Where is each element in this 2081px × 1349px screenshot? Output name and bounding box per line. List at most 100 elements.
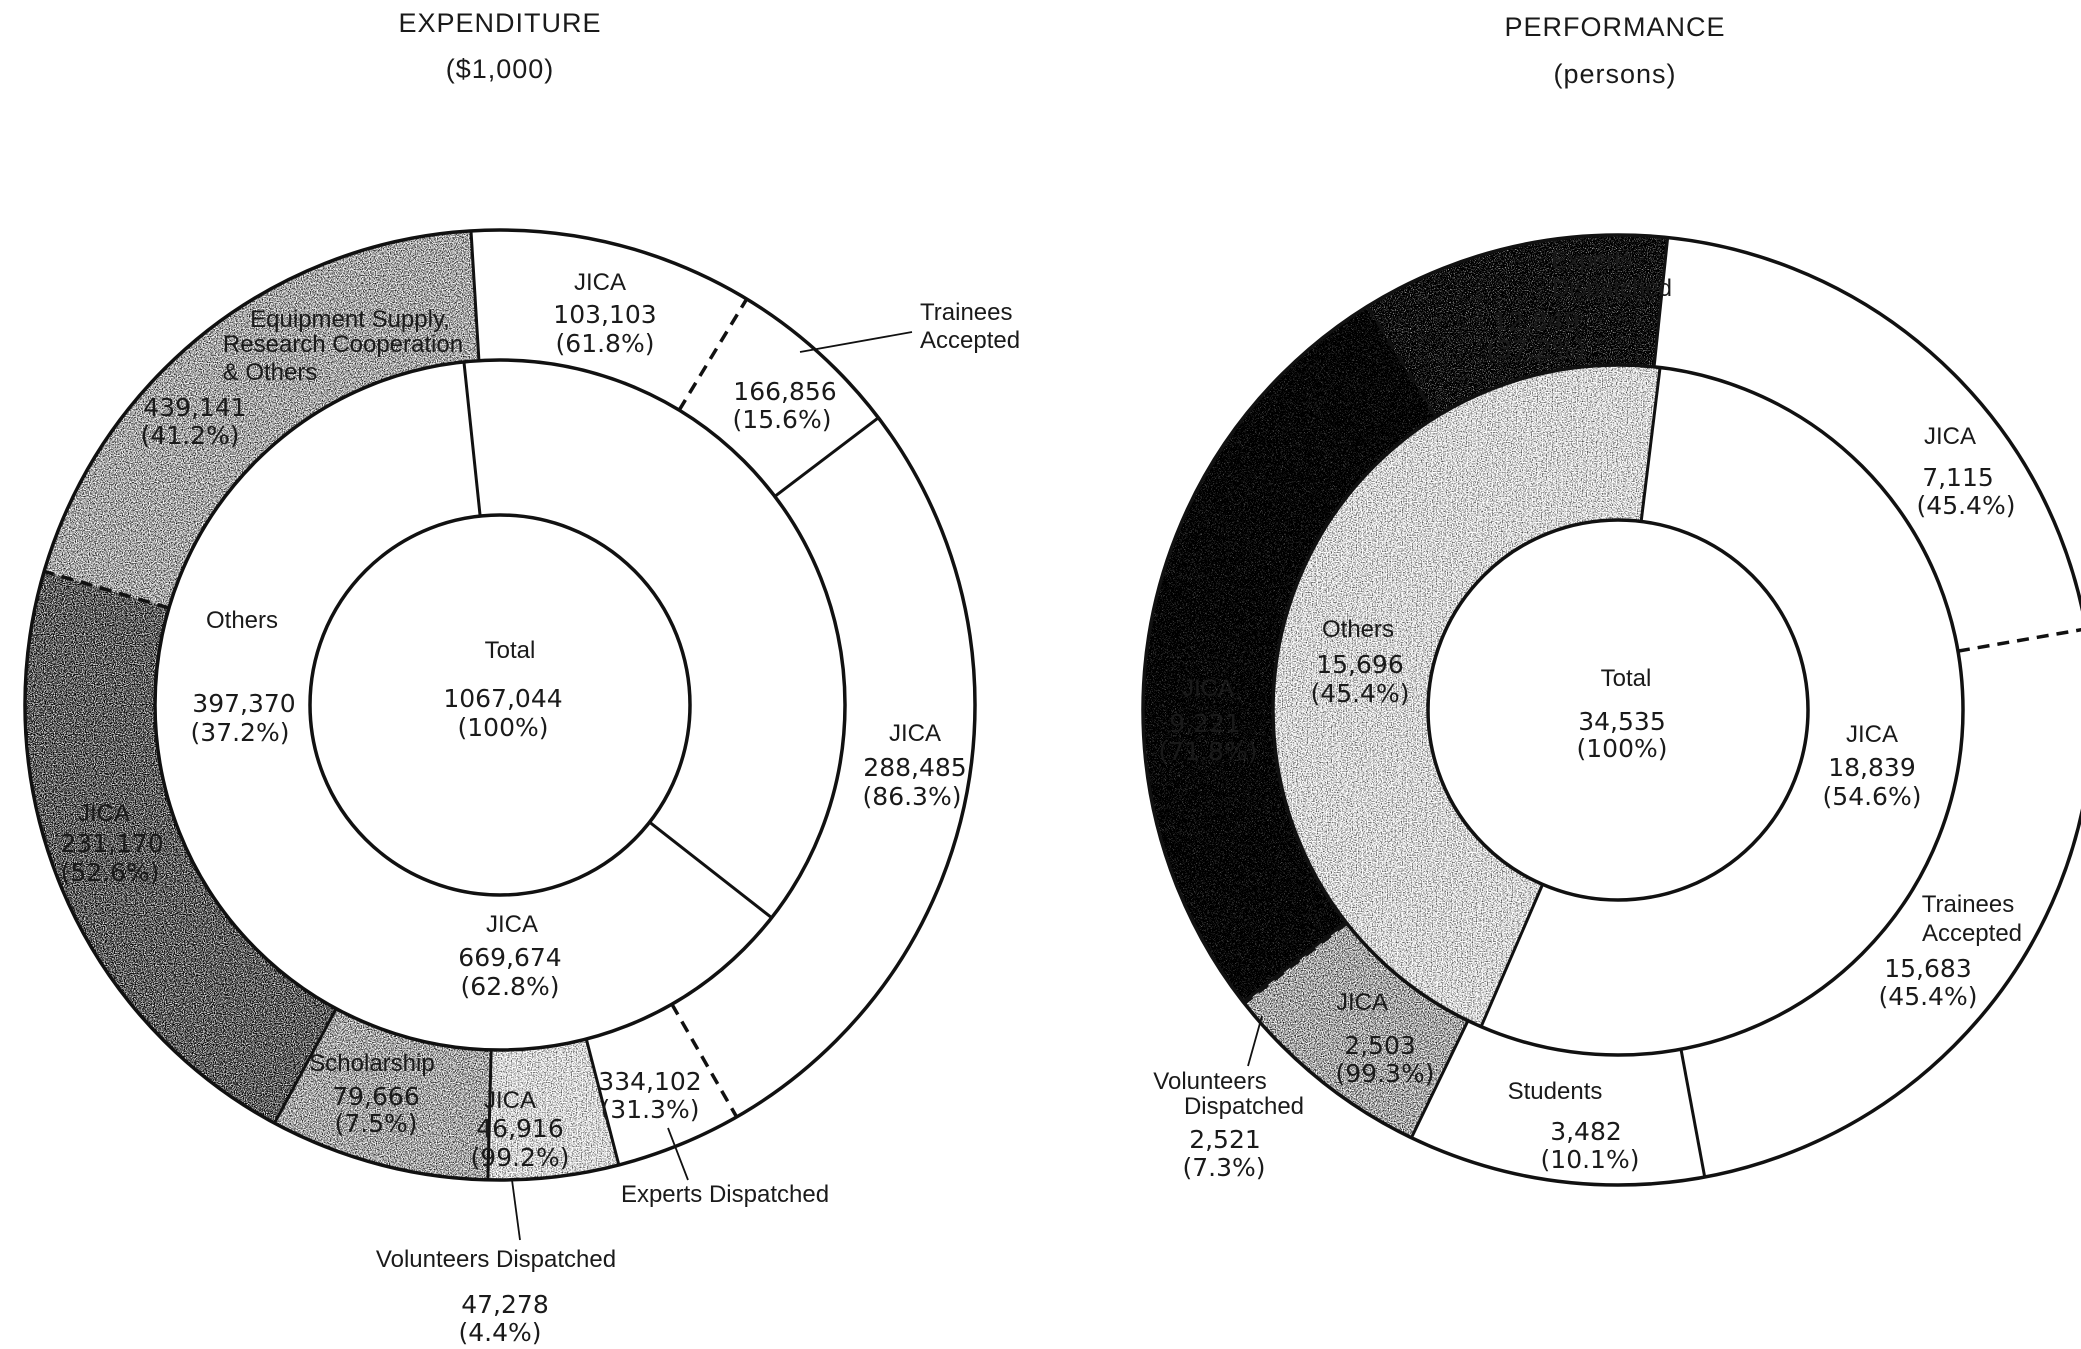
p-trainees-label-line2: Accepted bbox=[1922, 920, 2022, 947]
volunteers-pct: (4.4%) bbox=[458, 1318, 541, 1347]
p-volunteers-jica-value: 2,503 bbox=[1344, 1031, 1416, 1060]
divider-outer-0 bbox=[1652, 237, 1670, 368]
p-experts-value: 12,849 bbox=[1492, 307, 1579, 336]
volunteers-jica-label: JICA bbox=[484, 1087, 536, 1114]
dashed-experts-jica bbox=[1366, 305, 1438, 418]
divider-outer-2 bbox=[584, 1038, 621, 1166]
equipment-jica-label: JICA bbox=[78, 800, 130, 827]
volunteers-jica-value: 46,916 bbox=[476, 1114, 563, 1143]
divider-outer-0 bbox=[469, 230, 481, 361]
performance-others-pct: (45.4%) bbox=[1311, 679, 1410, 708]
volunteers-jica-pct: (99.2%) bbox=[471, 1143, 570, 1172]
equipment-label-line3: & Others bbox=[223, 359, 318, 386]
divider-outer-3 bbox=[486, 1049, 493, 1180]
experts-pct: (31.3%) bbox=[601, 1095, 700, 1124]
experts-jica-label: JICA bbox=[889, 720, 941, 747]
expenditure-jica-value: 669,674 bbox=[458, 943, 561, 972]
performance-jica-pct: (54.6%) bbox=[1823, 782, 1922, 811]
trainees-pct: (15.6%) bbox=[733, 405, 832, 434]
students-label: Students bbox=[1508, 1078, 1603, 1105]
divider-outer-1 bbox=[773, 416, 880, 498]
dashed-experts-jica bbox=[670, 1003, 739, 1118]
experts-label: Experts Dispatched bbox=[621, 1181, 829, 1208]
divider-outer-4 bbox=[273, 1007, 338, 1124]
p-experts-jica-label: JICA bbox=[1182, 675, 1234, 702]
experts-value: 334,102 bbox=[598, 1067, 701, 1096]
divider-outer-1 bbox=[1679, 1048, 1707, 1178]
p-volunteers-pct: (7.3%) bbox=[1182, 1153, 1265, 1182]
p-volunteers-jica-pct: (99.3%) bbox=[1336, 1059, 1435, 1088]
performance-middle-ring bbox=[1271, 363, 1965, 1057]
p-trainees-label-line1: Trainees bbox=[1922, 891, 2014, 918]
p-volunteers-label-line2: Dispatched bbox=[1184, 1093, 1304, 1120]
p-trainees-jica-value: 7,115 bbox=[1922, 463, 1994, 492]
divider-inner-others-start bbox=[1479, 883, 1544, 1028]
expenditure-total-value: 1067,044 bbox=[443, 684, 562, 713]
experts-jica-value: 288,485 bbox=[863, 753, 966, 782]
divider-outer-2 bbox=[1410, 1020, 1470, 1139]
performance-center-ring bbox=[1426, 518, 1810, 902]
volunteers-value: 47,278 bbox=[461, 1290, 548, 1319]
trainees-label-line1: Trainees bbox=[920, 299, 1012, 326]
expenditure-title: EXPENDITURE bbox=[398, 8, 601, 38]
trainees-value: 166,856 bbox=[733, 377, 836, 406]
scholarship-label: Scholarship bbox=[309, 1050, 434, 1077]
p-trainees-value: 15,683 bbox=[1884, 954, 1971, 983]
performance-total-label: Total bbox=[1601, 665, 1652, 692]
performance-dividers bbox=[1242, 237, 2081, 1178]
dashed-volunteers-jica bbox=[1243, 921, 1348, 1005]
trainees-jica-value: 103,103 bbox=[553, 300, 656, 329]
expenditure-jica-pct: (62.8%) bbox=[461, 972, 560, 1001]
dashed-trainees-jica bbox=[677, 298, 749, 412]
dashed-equipment-jica bbox=[43, 569, 170, 610]
expenditure-others-value: 397,370 bbox=[192, 689, 295, 718]
performance-outer-ring bbox=[1141, 233, 2081, 1187]
performance-jica-value: 18,839 bbox=[1828, 753, 1915, 782]
performance-jica-label: JICA bbox=[1846, 721, 1898, 748]
p-experts-label-line1: Experts bbox=[1551, 247, 1632, 274]
equipment-jica-pct: (52.6%) bbox=[61, 858, 160, 887]
equipment-pct: (41.2%) bbox=[141, 421, 240, 450]
p-volunteers-value: 2,521 bbox=[1189, 1125, 1261, 1154]
expenditure-middle-ring bbox=[153, 358, 847, 1052]
p-experts-jica-value: 9,221 bbox=[1169, 709, 1241, 738]
trainees-jica-label: JICA bbox=[574, 269, 626, 296]
p-trainees-pct: (45.4%) bbox=[1879, 982, 1978, 1011]
performance-title: PERFORMANCE bbox=[1504, 12, 1725, 42]
expenditure-others-label: Others bbox=[206, 607, 278, 634]
p-volunteers-jica-label: JICA bbox=[1336, 989, 1388, 1016]
p-experts-jica-share: (71.8%) bbox=[1159, 737, 1258, 766]
expenditure-total-label: Total bbox=[485, 637, 536, 664]
p-trainees-jica-pct: (45.4%) bbox=[1917, 491, 2016, 520]
p-experts-pct: (37.2%) bbox=[1487, 335, 1586, 364]
students-value: 3,482 bbox=[1550, 1117, 1622, 1146]
experts-leader-line bbox=[667, 1127, 689, 1181]
p-trainees-jica-label: JICA bbox=[1924, 423, 1976, 450]
performance-subtitle: (persons) bbox=[1553, 59, 1676, 89]
expenditure-center-ring bbox=[308, 513, 692, 897]
expenditure-others-pct: (37.2%) bbox=[191, 718, 290, 747]
p-experts-label-line2: Dispatched bbox=[1552, 275, 1672, 302]
students-pct: (10.1%) bbox=[1541, 1145, 1640, 1174]
scholarship-value: 79,666 bbox=[332, 1082, 419, 1111]
expenditure-jica-label: JICA bbox=[486, 911, 538, 938]
trainees-jica-pct: (61.8%) bbox=[556, 329, 655, 358]
volunteers-leader-line bbox=[511, 1179, 521, 1241]
divider-inner-jica-start bbox=[1639, 367, 1662, 522]
trainees-label-line2: Accepted bbox=[920, 327, 1020, 354]
trainees-leader-line bbox=[799, 331, 913, 353]
dashed-trainees-jica bbox=[1957, 627, 2081, 653]
experts-jica-pct: (86.3%) bbox=[863, 782, 962, 811]
performance-total-pct: (100%) bbox=[1577, 734, 1668, 763]
scholarship-pct: (7.5%) bbox=[334, 1109, 417, 1138]
performance-others-label: Others bbox=[1322, 616, 1394, 643]
divider-inner-others-start bbox=[462, 361, 482, 517]
p-volunteers-leader-line bbox=[1247, 1015, 1263, 1067]
performance-others-value: 15,696 bbox=[1316, 650, 1403, 679]
equipment-jica-value: 231,170 bbox=[60, 829, 163, 858]
expenditure-outer-ring bbox=[23, 228, 977, 1182]
